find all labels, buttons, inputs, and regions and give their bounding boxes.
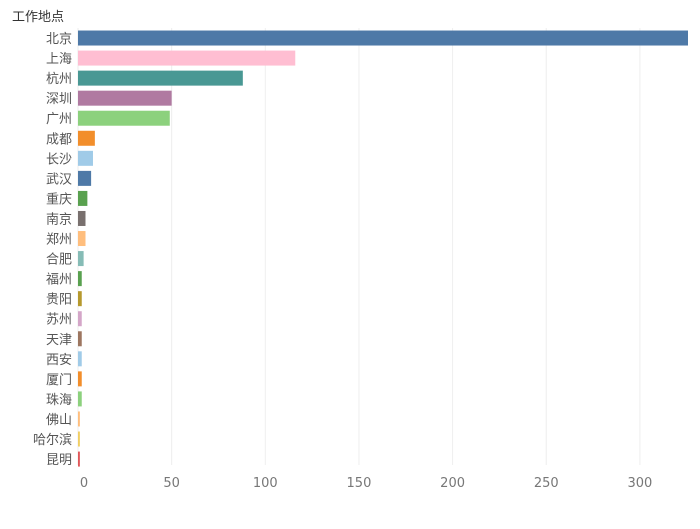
category-label: 长沙 <box>46 152 72 167</box>
bar-13 <box>78 291 82 307</box>
bar-4 <box>78 110 170 126</box>
bar-6 <box>78 150 93 166</box>
bar-0 <box>78 30 688 46</box>
category-label: 福州 <box>46 273 72 288</box>
category-label: 昆明 <box>46 453 72 468</box>
bar-11 <box>78 251 84 267</box>
bar-1 <box>78 50 296 66</box>
x-tick-label: 200 <box>440 476 465 491</box>
x-tick-labels: 0 50 100 150 200 250 300 <box>80 476 652 491</box>
bar-12 <box>78 271 82 287</box>
category-label: 北京 <box>46 32 72 47</box>
x-tick-label: 250 <box>534 476 559 491</box>
bar-7 <box>78 170 92 186</box>
category-label: 西安 <box>46 353 72 368</box>
category-label: 珠海 <box>46 393 72 408</box>
bar-18 <box>78 391 82 407</box>
x-tick-label: 100 <box>253 476 278 491</box>
category-labels: 北京上海杭州深圳广州成都长沙武汉重庆南京郑州合肥福州贵阳苏州天津西安厦门珠海佛山… <box>33 32 72 468</box>
category-label: 重庆 <box>46 191 72 207</box>
bar-9 <box>78 210 86 226</box>
x-tick-label: 50 <box>163 476 180 491</box>
bar-8 <box>78 190 88 206</box>
category-label: 厦门 <box>46 373 72 388</box>
category-label: 成都 <box>46 132 72 147</box>
x-tick-label: 0 <box>80 476 88 491</box>
y-axis-title: 工作地点 <box>12 10 64 25</box>
category-label: 哈尔滨 <box>33 432 72 448</box>
category-label: 贵阳 <box>46 293 72 308</box>
category-label: 天津 <box>46 333 72 348</box>
x-tick-label: 300 <box>627 476 652 491</box>
category-label: 苏州 <box>46 312 72 328</box>
x-tick-label: 150 <box>347 476 372 491</box>
category-label: 杭州 <box>46 72 72 87</box>
bar-10 <box>78 231 86 247</box>
bar-15 <box>78 331 82 347</box>
bar-20 <box>78 431 80 447</box>
bar-14 <box>78 311 82 327</box>
bar-17 <box>78 371 82 387</box>
bar-5 <box>78 130 95 146</box>
bar-16 <box>78 351 82 367</box>
category-label: 南京 <box>46 211 72 227</box>
category-label: 上海 <box>46 52 72 67</box>
category-label: 深圳 <box>46 92 72 107</box>
bar-21 <box>78 451 80 467</box>
category-label: 武汉 <box>46 172 72 187</box>
bar-2 <box>78 70 243 86</box>
category-label: 郑州 <box>46 233 72 248</box>
bars <box>78 30 688 467</box>
bar-3 <box>78 90 172 106</box>
category-label: 佛山 <box>46 413 72 428</box>
bar-19 <box>78 411 80 427</box>
category-label: 合肥 <box>46 253 72 268</box>
category-label: 广州 <box>46 112 72 127</box>
